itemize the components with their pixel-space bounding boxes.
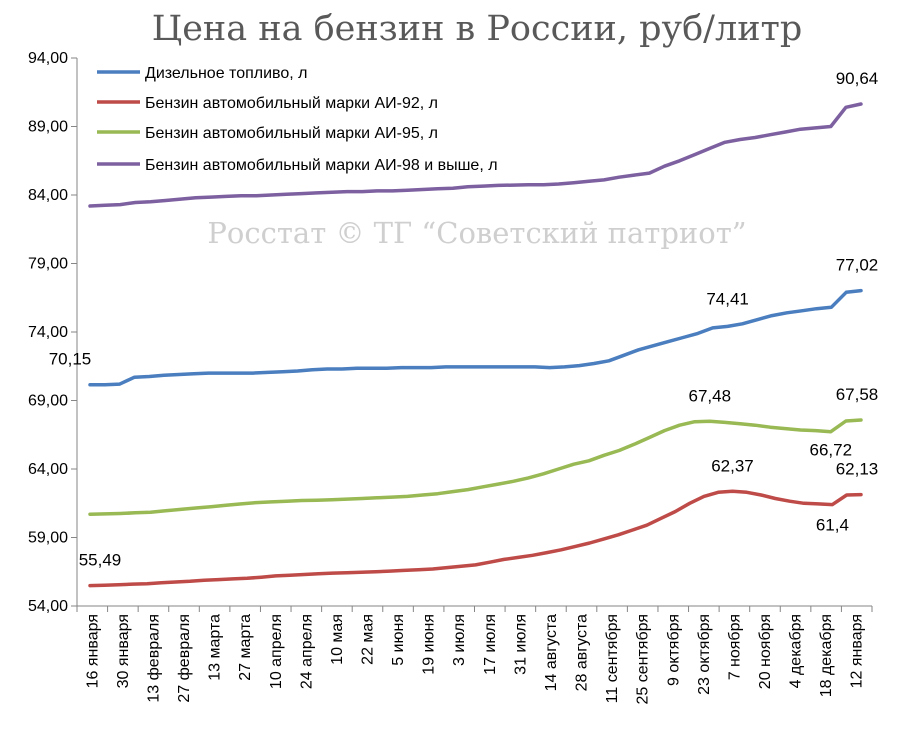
x-tick-label: 17 июля [482, 614, 499, 675]
y-tick-label: 89,00 [28, 119, 68, 136]
legend-label-4: Бензин автомобильный марки АИ-98 и выше,… [145, 157, 498, 174]
y-tick-label: 69,00 [28, 393, 68, 410]
series-line-4 [88, 102, 863, 208]
x-tick-label: 19 июня [421, 614, 438, 675]
chart-legend: Дизельное топливо, л Бензин автомобильный… [97, 65, 498, 174]
x-tick-label: 11 сентября [604, 614, 621, 703]
legend-label-3: Бензин автомобильный марки АИ-95, л [145, 125, 438, 142]
x-tick-label: 3 июля [451, 614, 468, 666]
x-tick-label: 10 мая [329, 614, 346, 665]
data-label: 67,48 [689, 386, 732, 405]
x-tick-label: 25 сентября [635, 614, 652, 705]
series-line-3 [88, 418, 863, 516]
x-tick-label: 18 декабря [818, 614, 835, 697]
data-label: 74,41 [706, 289, 749, 308]
x-tick-label: 5 июня [390, 614, 407, 666]
x-tick-label: 22 мая [359, 614, 376, 665]
series-line-1 [88, 288, 863, 387]
x-tick-label: 9 октября [665, 614, 682, 686]
data-label: 90,64 [836, 69, 879, 88]
y-tick-label: 74,00 [28, 324, 68, 341]
legend-label-1: Дизельное топливо, л [145, 65, 307, 82]
y-tick-label: 64,00 [28, 461, 68, 478]
x-tick-label: 12 января [849, 614, 866, 688]
x-tick-label: 13 марта [207, 614, 224, 681]
x-tick-label: 16 января [84, 614, 101, 688]
x-tick-label: 24 апреля [298, 614, 315, 689]
x-tick-label: 30 января [115, 614, 132, 688]
x-tick-label: 7 ноября [726, 614, 743, 680]
watermark-text: Росстат © ТГ “Советский патриот” [207, 216, 746, 250]
data-label: 62,37 [711, 456, 754, 475]
data-label: 67,58 [836, 385, 879, 404]
data-label: 70,15 [49, 350, 92, 369]
x-tick-label: 31 июля [512, 614, 529, 675]
x-tick-label: 10 апреля [268, 614, 285, 689]
x-tick-label: 4 декабря [788, 614, 805, 688]
y-tick-label: 54,00 [28, 598, 68, 615]
y-tick-label: 59,00 [28, 530, 68, 547]
data-labels: 70,15 74,41 77,02 55,49 62,37 61,4 62,13 67,48 6… [49, 69, 879, 570]
y-tick-label: 94,00 [28, 50, 68, 67]
x-tick-label: 20 ноября [757, 614, 774, 689]
legend-label-2: Бензин автомобильный марки АИ-92, л [145, 95, 438, 112]
x-tick-label: 23 октября [696, 614, 713, 695]
x-tick-label: 13 февраля [145, 614, 162, 703]
data-label: 61,4 [816, 516, 849, 535]
y-tick-label: 79,00 [28, 256, 68, 273]
x-tick-label: 27 февраля [176, 614, 193, 703]
x-tick-label: 28 августа [574, 614, 591, 691]
series-lines [88, 102, 863, 588]
chart-axes: 54,00 59,00 64,00 69,00 74,00 79,00 84,00 89,00… [28, 50, 873, 705]
x-tick-label: 14 августа [543, 614, 560, 691]
series-line-2 [88, 489, 863, 588]
data-label: 66,72 [810, 441, 853, 460]
chart-title: Цена на бензин в России, руб/литр [152, 9, 803, 49]
data-label: 55,49 [79, 551, 122, 570]
y-tick-label: 84,00 [28, 187, 68, 204]
data-label: 77,02 [836, 256, 879, 275]
x-tick-label: 27 марта [237, 614, 254, 681]
data-label: 62,13 [836, 460, 879, 479]
